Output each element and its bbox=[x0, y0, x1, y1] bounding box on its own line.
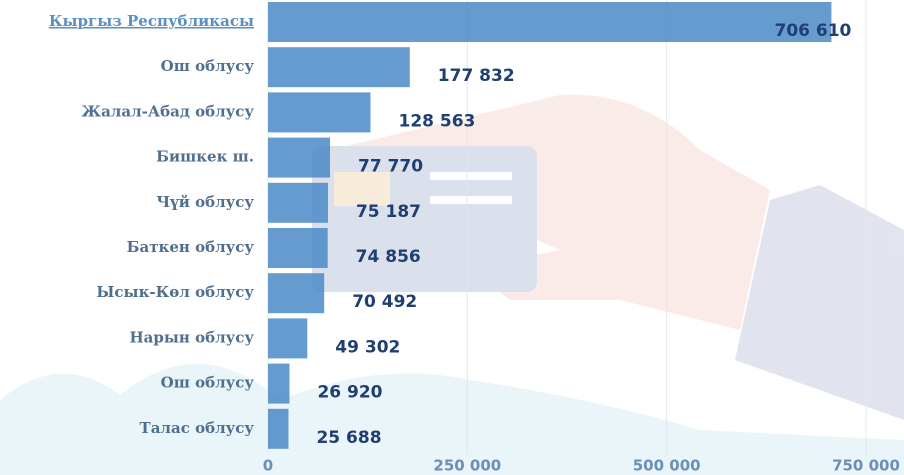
value-label: 74 856 bbox=[356, 247, 421, 267]
y-tick-label: Талас облусу bbox=[140, 419, 255, 437]
bar bbox=[268, 273, 324, 313]
y-tick-label: Ош облусу bbox=[161, 374, 255, 392]
x-tick-label: 500 000 bbox=[633, 457, 701, 475]
y-tick-label: Ош облусу bbox=[161, 57, 255, 75]
y-tick-label: Чүй облусу bbox=[156, 193, 254, 211]
bar bbox=[268, 47, 410, 87]
bar bbox=[268, 364, 289, 404]
x-tick-label: 250 000 bbox=[433, 457, 501, 475]
bar bbox=[268, 228, 328, 268]
value-label: 70 492 bbox=[352, 292, 417, 312]
card-line bbox=[430, 196, 512, 204]
value-label: 75 187 bbox=[356, 202, 421, 222]
bar bbox=[268, 318, 307, 358]
bar bbox=[268, 138, 330, 178]
y-tick-label: Бишкек ш. bbox=[156, 148, 254, 166]
y-tick-label: Жалал-Абад облусу bbox=[81, 102, 254, 120]
y-tick-label: Ысык-Көл облусу bbox=[96, 283, 254, 301]
card-line bbox=[430, 172, 512, 180]
category-link[interactable]: Кыргыз Республикасы bbox=[49, 12, 254, 30]
x-tick-label: 0 bbox=[263, 457, 273, 475]
bar bbox=[268, 2, 831, 42]
value-label: 49 302 bbox=[335, 337, 400, 357]
x-tick-label: 750 000 bbox=[832, 457, 900, 475]
chart: 0 250 000 500 000 750 000 Кыргыз Республикас… bbox=[0, 0, 904, 475]
bar bbox=[268, 183, 328, 223]
value-label: 26 920 bbox=[317, 383, 382, 403]
value-label: 177 832 bbox=[438, 66, 515, 86]
value-label: 77 770 bbox=[358, 157, 423, 177]
bar bbox=[268, 92, 371, 132]
value-label: 706 610 bbox=[775, 21, 852, 41]
bar bbox=[268, 409, 288, 449]
y-tick-label: Нарын облусу bbox=[129, 328, 254, 346]
card bbox=[312, 146, 537, 292]
y-tick-label: Баткен облусу bbox=[127, 238, 255, 256]
value-label: 128 563 bbox=[399, 111, 476, 131]
value-label: 25 688 bbox=[316, 428, 381, 448]
